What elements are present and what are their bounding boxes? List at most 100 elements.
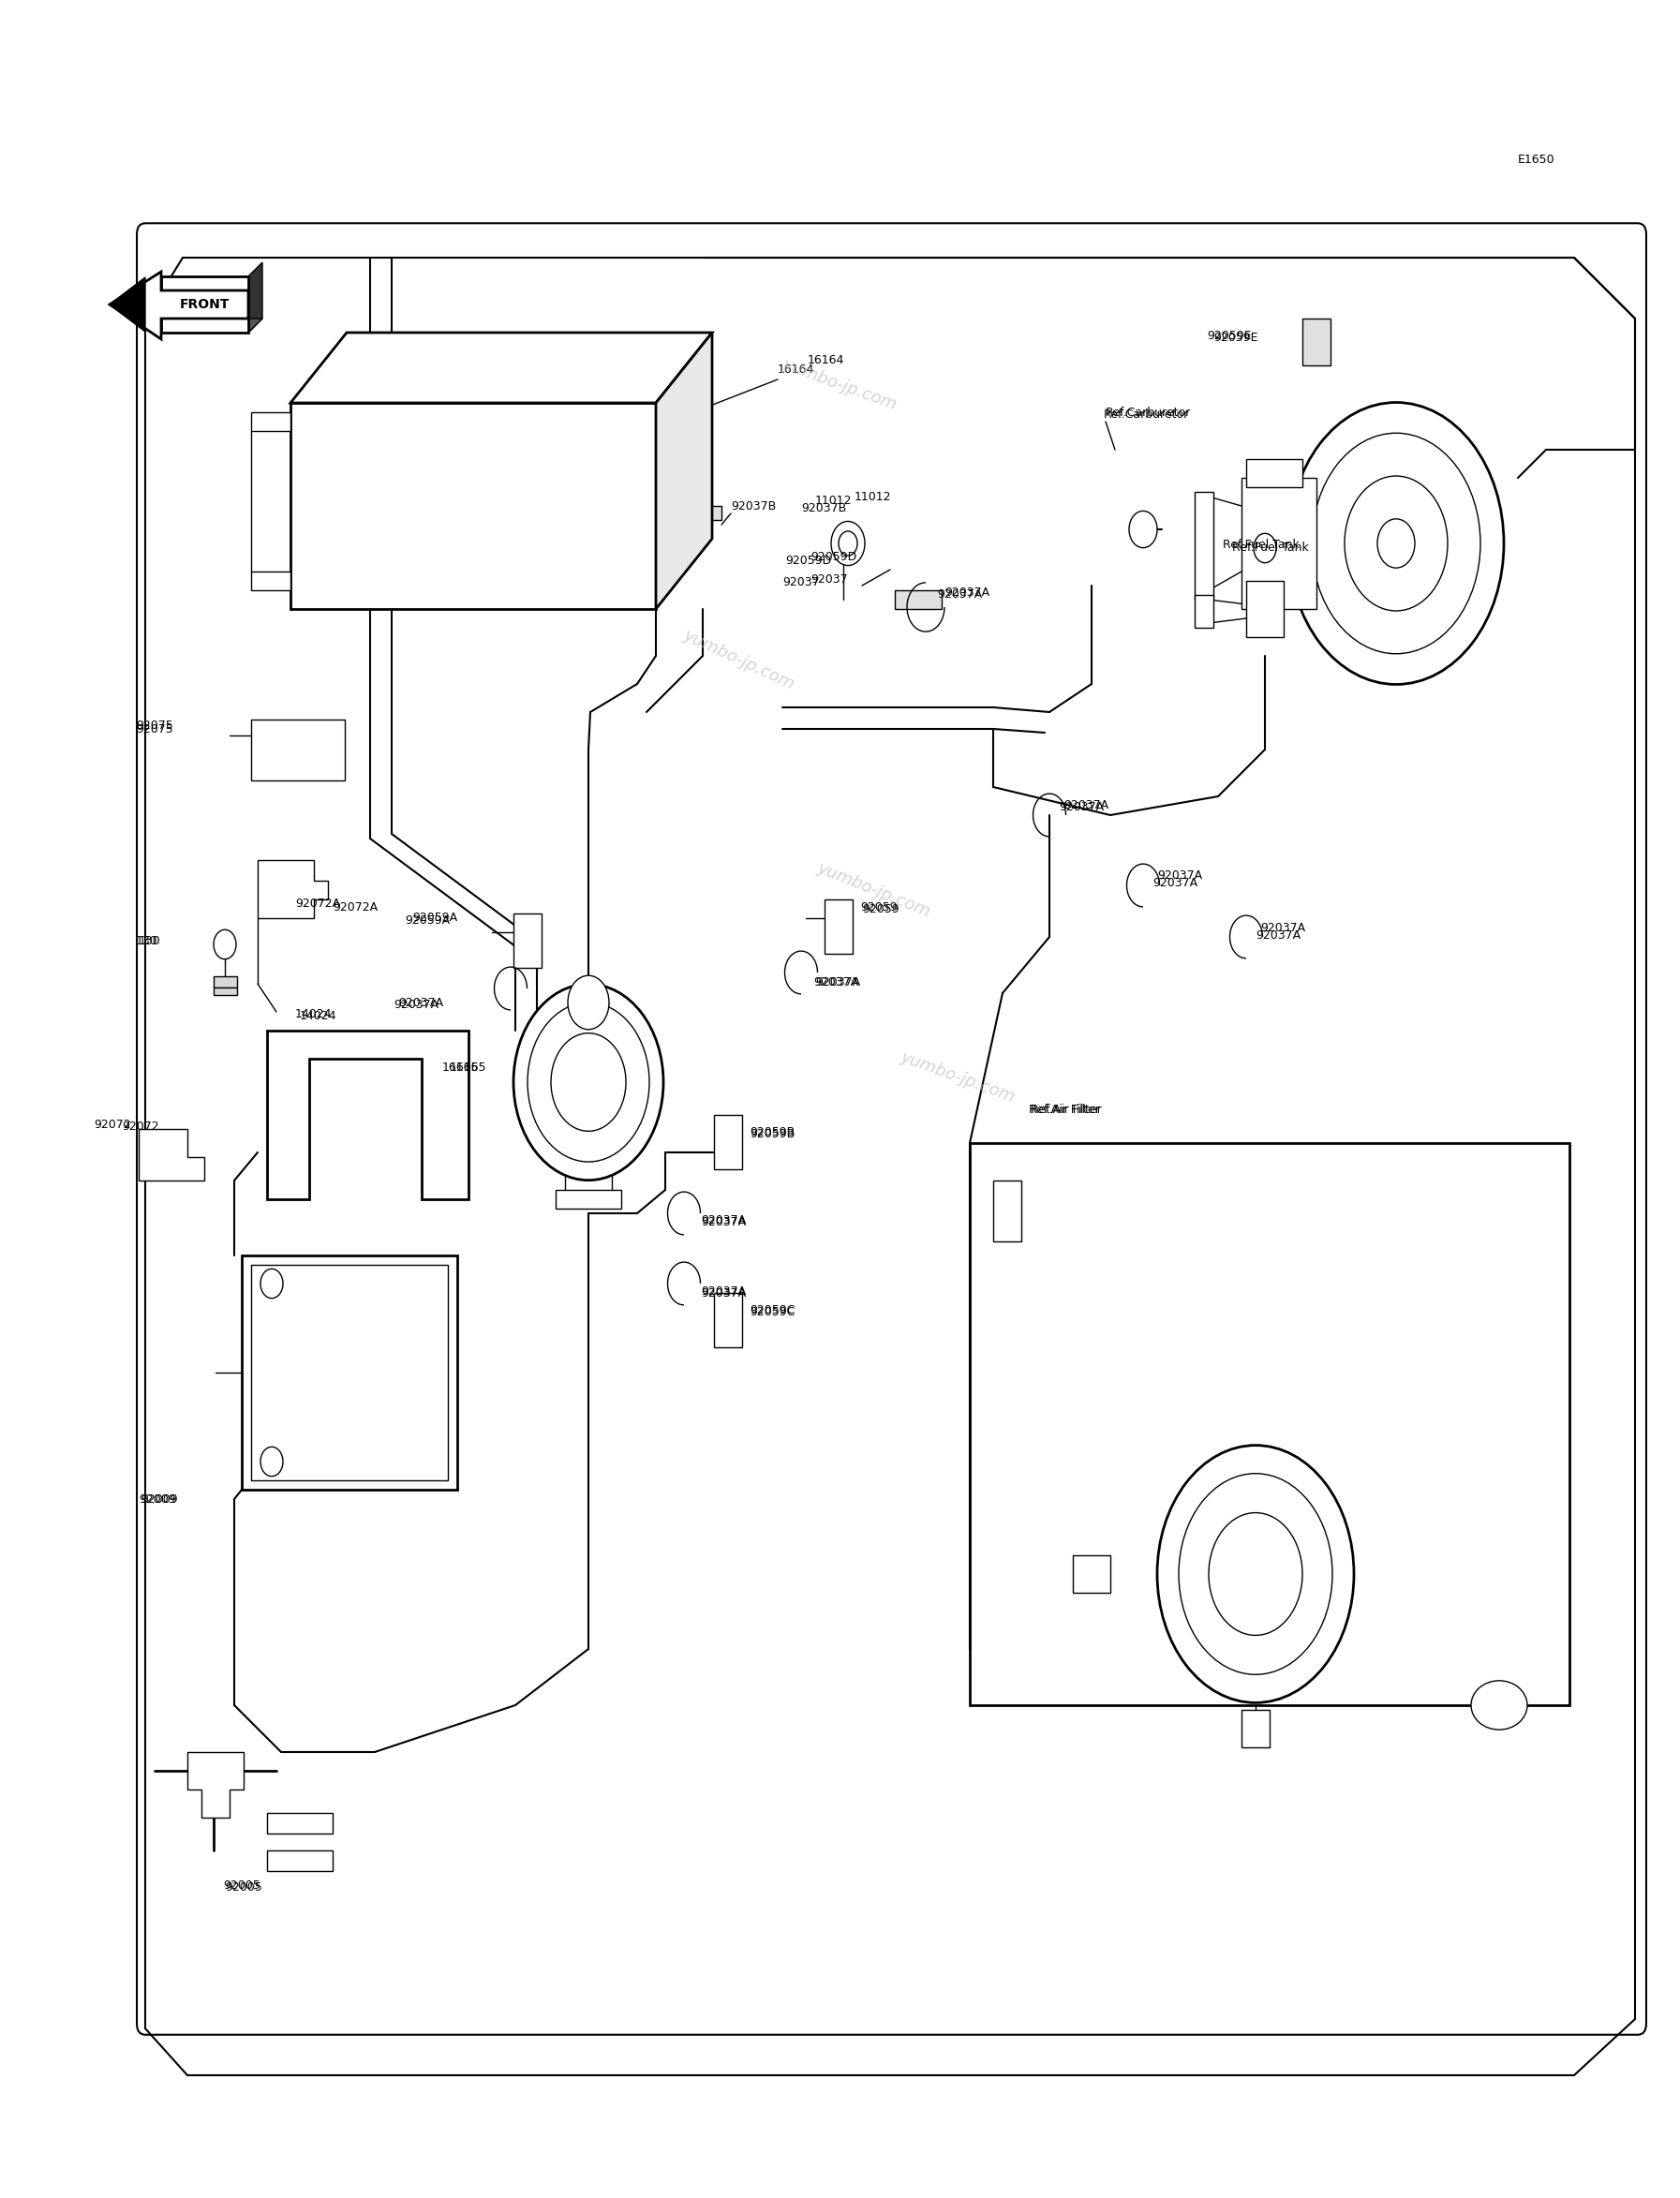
Bar (714, 1292, 743, 1347)
Polygon shape (267, 1031, 469, 1200)
Circle shape (528, 1002, 650, 1163)
Circle shape (1179, 1473, 1332, 1675)
Text: 16164: 16164 (778, 365, 815, 376)
Text: 92059: 92059 (860, 901, 897, 912)
Polygon shape (109, 277, 144, 332)
Bar (250, 719, 344, 780)
Text: 92037A: 92037A (393, 998, 438, 1011)
Text: 92037A: 92037A (1063, 800, 1109, 811)
Text: 92009: 92009 (139, 1492, 176, 1506)
Bar (556, 1189, 622, 1209)
Text: 92037A: 92037A (701, 1286, 746, 1297)
Circle shape (260, 1446, 282, 1477)
Text: 92037A: 92037A (701, 1286, 746, 1299)
Circle shape (838, 532, 857, 556)
Polygon shape (291, 402, 655, 609)
Text: 92037A: 92037A (398, 996, 444, 1009)
Text: 92037B: 92037B (731, 499, 776, 512)
Circle shape (260, 1268, 282, 1299)
Bar (1242, 477, 1317, 609)
Circle shape (568, 976, 610, 1029)
Text: 92037A: 92037A (1260, 921, 1305, 934)
Circle shape (514, 985, 664, 1180)
Text: 92005: 92005 (225, 1881, 262, 1895)
Bar (895, 591, 942, 609)
Text: yumbo-jp.com: yumbo-jp.com (781, 356, 899, 413)
Text: 92037: 92037 (783, 576, 820, 589)
Text: yumbo-jp.com: yumbo-jp.com (899, 1048, 1016, 1106)
Circle shape (674, 506, 690, 528)
Text: 16165: 16165 (442, 1062, 479, 1075)
Text: Ref.Fuel Tank: Ref.Fuel Tank (1231, 543, 1309, 554)
Circle shape (1378, 519, 1415, 567)
Text: Ref.Fuel Tank: Ref.Fuel Tank (1223, 539, 1299, 552)
Text: 92059B: 92059B (749, 1125, 795, 1139)
Text: 92005: 92005 (223, 1879, 260, 1890)
Text: 11012: 11012 (855, 490, 892, 503)
Text: 92075: 92075 (136, 721, 173, 732)
Bar (825, 899, 853, 954)
Text: 14024: 14024 (296, 1007, 333, 1020)
Polygon shape (139, 1130, 205, 1180)
Text: 92072: 92072 (123, 1121, 160, 1132)
Bar (1247, 459, 1302, 488)
Circle shape (1344, 477, 1448, 611)
Text: 92009: 92009 (141, 1492, 178, 1506)
Circle shape (213, 930, 237, 958)
Polygon shape (655, 332, 712, 609)
Text: 16165: 16165 (450, 1062, 487, 1075)
Text: 92059D: 92059D (810, 552, 857, 563)
Text: 92072: 92072 (94, 1119, 131, 1130)
Circle shape (1289, 402, 1504, 684)
Bar (1074, 1556, 1110, 1594)
Bar (250, 1264, 449, 1479)
Bar (242, 1255, 457, 1490)
Bar (1194, 492, 1213, 600)
Text: 130: 130 (139, 936, 161, 947)
Polygon shape (161, 319, 262, 332)
Text: 92072A: 92072A (296, 899, 341, 910)
Polygon shape (257, 859, 328, 919)
Text: 92037A: 92037A (1058, 802, 1104, 813)
Circle shape (685, 497, 702, 519)
Bar (514, 914, 541, 967)
Bar (993, 1180, 1021, 1242)
Text: 11012: 11012 (815, 495, 852, 508)
Bar (1242, 1710, 1270, 1747)
Text: 92059: 92059 (862, 903, 899, 914)
Text: Ref.Air Filter: Ref.Air Filter (1030, 1103, 1102, 1117)
Text: 92037B: 92037B (801, 503, 847, 514)
Circle shape (1253, 534, 1277, 563)
Text: 92059C: 92059C (749, 1303, 795, 1317)
Text: E1650: E1650 (1519, 154, 1556, 165)
Text: yumbo-jp.com: yumbo-jp.com (815, 859, 932, 921)
Text: Ref.Carburetor: Ref.Carburetor (1105, 407, 1191, 418)
Text: Ref.Carburetor: Ref.Carburetor (1104, 409, 1189, 422)
Text: 92059A: 92059A (412, 912, 457, 925)
Text: yumbo-jp.com: yumbo-jp.com (680, 626, 798, 692)
Text: 92037A: 92037A (1255, 930, 1300, 941)
Polygon shape (1247, 580, 1284, 637)
Circle shape (1208, 1512, 1302, 1635)
Bar (267, 1813, 333, 1833)
Bar (969, 1143, 1569, 1706)
Bar (213, 976, 237, 987)
Bar (1302, 319, 1331, 365)
Text: 92037A: 92037A (1158, 870, 1203, 881)
Text: 92059E: 92059E (1206, 330, 1252, 341)
Polygon shape (161, 277, 249, 332)
Circle shape (1129, 510, 1158, 547)
Text: FRONT: FRONT (180, 299, 228, 312)
Text: 130: 130 (136, 936, 158, 947)
Text: 92072A: 92072A (333, 901, 378, 912)
Text: 92059E: 92059E (1213, 332, 1258, 343)
Text: 92037A: 92037A (701, 1213, 746, 1226)
Bar (213, 987, 237, 996)
Polygon shape (249, 262, 262, 332)
Text: 92037A: 92037A (937, 589, 983, 600)
Polygon shape (188, 1752, 244, 1818)
Circle shape (662, 519, 679, 541)
Polygon shape (109, 273, 249, 338)
Text: 14024: 14024 (299, 1011, 338, 1022)
Text: 92059A: 92059A (405, 914, 450, 925)
